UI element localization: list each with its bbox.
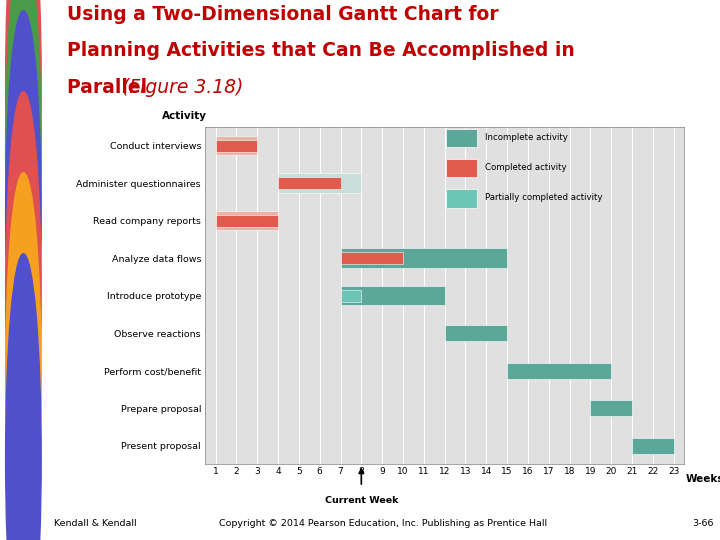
Bar — [278, 177, 341, 189]
Circle shape — [6, 0, 41, 356]
Text: Incomplete activity: Incomplete activity — [485, 132, 568, 141]
Circle shape — [6, 0, 41, 286]
Bar — [446, 190, 477, 208]
Bar — [590, 400, 632, 416]
Text: Weeks: Weeks — [686, 474, 720, 484]
Circle shape — [6, 254, 41, 540]
Bar — [278, 173, 361, 193]
Text: Activity: Activity — [162, 111, 207, 122]
Bar — [341, 289, 361, 302]
Circle shape — [6, 11, 41, 421]
Circle shape — [6, 92, 41, 502]
Text: Planning Activities that Can Be Accomplished in: Planning Activities that Can Be Accompli… — [67, 41, 575, 60]
Text: Completed activity: Completed activity — [485, 163, 567, 172]
Text: Kendall & Kendall: Kendall & Kendall — [53, 519, 136, 528]
Bar — [341, 248, 507, 268]
Bar — [446, 129, 477, 147]
Bar — [215, 140, 257, 152]
Bar — [341, 286, 444, 306]
Bar — [215, 214, 278, 227]
Text: 3-66: 3-66 — [692, 519, 714, 528]
Bar — [341, 252, 403, 264]
Bar — [215, 136, 257, 156]
Bar — [445, 325, 507, 341]
Text: Copyright © 2014 Pearson Education, Inc. Publishing as Prentice Hall: Copyright © 2014 Pearson Education, Inc.… — [220, 519, 547, 528]
Text: Parallel: Parallel — [67, 78, 153, 97]
Text: Partially completed activity: Partially completed activity — [485, 193, 603, 202]
Bar — [446, 159, 477, 178]
Bar — [632, 438, 674, 454]
Text: Current Week: Current Week — [325, 496, 398, 505]
Circle shape — [6, 173, 41, 540]
Bar — [215, 211, 278, 231]
Text: Using a Two-Dimensional Gantt Chart for: Using a Two-Dimensional Gantt Chart for — [67, 5, 499, 24]
Bar — [507, 363, 611, 379]
Text: (Figure 3.18): (Figure 3.18) — [122, 78, 243, 97]
